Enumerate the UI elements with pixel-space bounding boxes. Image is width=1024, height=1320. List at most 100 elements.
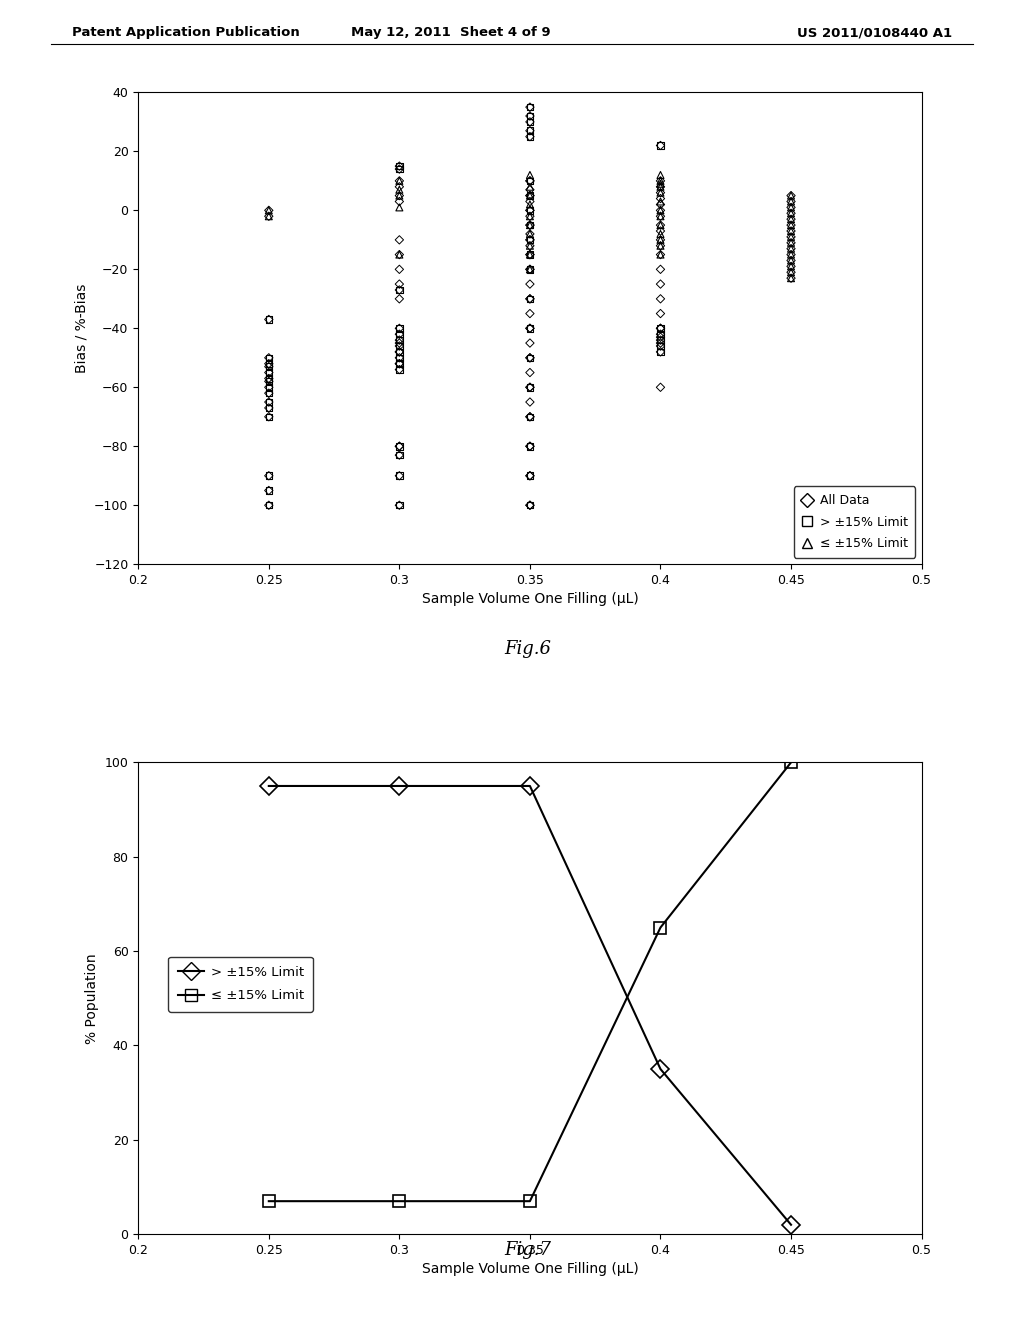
Point	[521, 259, 539, 280]
Y-axis label: % Population: % Population	[85, 953, 99, 1044]
Point	[652, 335, 669, 356]
Point	[391, 333, 408, 354]
Point	[391, 280, 408, 301]
Point	[521, 223, 539, 244]
Point	[783, 197, 800, 218]
Point	[521, 465, 539, 486]
Point	[521, 244, 539, 265]
Point	[521, 185, 539, 206]
Point	[783, 220, 800, 242]
Point	[391, 354, 408, 375]
Legend: > ±15% Limit, ≤ ±15% Limit: > ±15% Limit, ≤ ±15% Limit	[168, 957, 313, 1011]
Point	[260, 309, 276, 330]
Point	[391, 156, 408, 177]
Point	[521, 376, 539, 397]
Point	[652, 176, 669, 197]
Point	[652, 191, 669, 213]
Point	[391, 495, 408, 516]
Point	[391, 445, 408, 466]
Point	[521, 199, 539, 220]
Point	[521, 215, 539, 236]
Point	[391, 354, 408, 375]
Point	[260, 407, 276, 428]
Point	[652, 318, 669, 339]
Point	[521, 333, 539, 354]
Point	[391, 323, 408, 345]
Point	[652, 223, 669, 244]
Point	[783, 244, 800, 265]
Point	[652, 376, 669, 397]
Point	[521, 347, 539, 368]
Point	[521, 127, 539, 148]
Point	[391, 185, 408, 206]
Point	[783, 261, 800, 282]
Text: Fig.6: Fig.6	[504, 640, 551, 659]
Point	[521, 96, 539, 117]
Point	[521, 230, 539, 251]
Point	[652, 330, 669, 351]
Point	[521, 407, 539, 428]
Point	[391, 342, 408, 363]
Point	[783, 215, 800, 236]
Point	[260, 309, 276, 330]
Point	[391, 244, 408, 265]
Point	[521, 376, 539, 397]
Point	[521, 465, 539, 486]
Point	[783, 226, 800, 247]
Point	[521, 180, 539, 201]
Point	[391, 330, 408, 351]
Point	[391, 180, 408, 201]
Point	[391, 323, 408, 345]
Point	[783, 249, 800, 271]
Point	[521, 436, 539, 457]
Point	[521, 199, 539, 220]
Point	[652, 135, 669, 156]
Point	[260, 347, 276, 368]
Point	[391, 436, 408, 457]
Point	[652, 244, 669, 265]
Point	[521, 215, 539, 236]
Point	[391, 330, 408, 351]
Point	[260, 495, 276, 516]
Text: May 12, 2011  Sheet 4 of 9: May 12, 2011 Sheet 4 of 9	[351, 26, 550, 40]
Point	[391, 230, 408, 251]
Point	[391, 335, 408, 356]
Point	[391, 465, 408, 486]
Point	[521, 235, 539, 256]
Point	[652, 135, 669, 156]
X-axis label: Sample Volume One Filling (μL): Sample Volume One Filling (μL)	[422, 1262, 638, 1276]
Point	[521, 215, 539, 236]
Point	[521, 436, 539, 457]
Point	[521, 288, 539, 309]
Point	[391, 244, 408, 265]
Point	[260, 383, 276, 404]
Text: US 2011/0108440 A1: US 2011/0108440 A1	[798, 26, 952, 40]
Point	[652, 318, 669, 339]
Point	[521, 407, 539, 428]
Text: Fig.7: Fig.7	[504, 1241, 551, 1259]
Point	[521, 495, 539, 516]
Point	[652, 342, 669, 363]
Point	[652, 323, 669, 345]
Point	[391, 197, 408, 218]
Point	[652, 199, 669, 220]
Point	[652, 187, 669, 209]
Point	[260, 397, 276, 418]
Point	[652, 304, 669, 325]
Point	[391, 259, 408, 280]
Point	[260, 480, 276, 502]
Point	[391, 359, 408, 380]
Point	[521, 185, 539, 206]
Point	[260, 480, 276, 502]
Point	[391, 359, 408, 380]
Point	[391, 185, 408, 206]
Point	[521, 111, 539, 132]
Point	[521, 318, 539, 339]
Point	[521, 347, 539, 368]
Point	[521, 230, 539, 251]
Point	[652, 215, 669, 236]
Point	[652, 170, 669, 191]
Point	[391, 445, 408, 466]
Point	[391, 170, 408, 191]
Point	[521, 127, 539, 148]
